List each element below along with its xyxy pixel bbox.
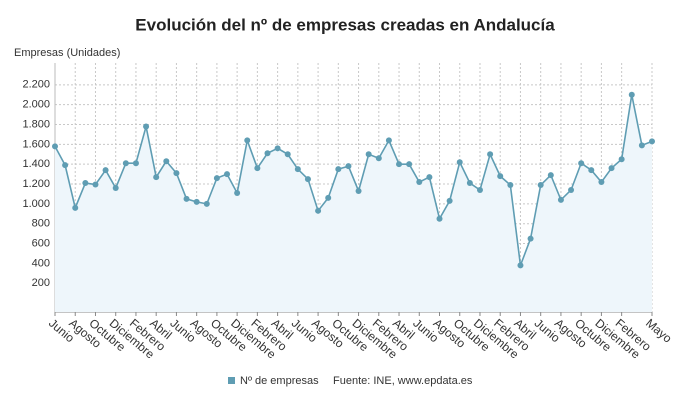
marker xyxy=(325,194,332,201)
marker xyxy=(102,167,109,174)
legend-label: Nº de empresas xyxy=(240,375,319,387)
marker xyxy=(72,204,79,211)
marker xyxy=(355,187,362,194)
marker xyxy=(385,137,392,144)
marker xyxy=(628,91,635,98)
marker xyxy=(608,165,615,172)
y-axis-label: Empresas (Unidades) xyxy=(14,47,120,59)
marker xyxy=(62,162,69,169)
marker xyxy=(456,159,463,166)
marker xyxy=(649,138,655,145)
marker xyxy=(406,161,413,168)
marker xyxy=(122,160,129,167)
marker xyxy=(416,179,423,186)
marker xyxy=(203,200,210,207)
marker xyxy=(173,170,180,177)
marker xyxy=(264,150,271,157)
marker xyxy=(213,175,220,182)
area xyxy=(55,94,652,312)
marker xyxy=(132,160,139,167)
y-tick-label: 1.800 xyxy=(22,118,50,130)
marker xyxy=(396,161,403,168)
marker xyxy=(294,166,301,173)
marker xyxy=(163,158,170,165)
marker xyxy=(375,155,382,162)
marker xyxy=(284,151,291,158)
marker xyxy=(547,172,554,179)
y-tick-label: 600 xyxy=(32,237,50,249)
marker xyxy=(497,173,504,180)
chart-title: Evolución del nº de empresas creadas en … xyxy=(135,15,555,34)
marker xyxy=(183,195,190,202)
marker xyxy=(426,174,433,181)
marker xyxy=(52,143,58,150)
marker xyxy=(335,166,342,173)
marker xyxy=(234,189,241,196)
marker xyxy=(557,196,564,203)
y-tick-label: 800 xyxy=(32,218,50,230)
legend-swatch xyxy=(228,377,235,384)
marker xyxy=(487,151,494,158)
marker xyxy=(82,180,89,187)
marker xyxy=(254,165,261,172)
marker xyxy=(436,215,443,222)
marker xyxy=(527,235,534,242)
y-tick-label: 1.400 xyxy=(22,158,50,170)
marker xyxy=(446,197,453,204)
marker xyxy=(618,156,625,163)
marker xyxy=(598,179,605,186)
marker xyxy=(315,207,322,214)
marker xyxy=(588,167,595,174)
line xyxy=(54,94,653,266)
marker xyxy=(476,186,483,193)
marker xyxy=(568,186,575,193)
y-tick-label: 2.200 xyxy=(22,79,50,91)
marker xyxy=(224,171,231,178)
y-tick-label: 1.200 xyxy=(22,178,50,190)
marker xyxy=(517,262,524,269)
marker xyxy=(143,123,150,130)
marker xyxy=(345,163,352,170)
marker xyxy=(537,182,544,189)
marker xyxy=(274,145,281,152)
marker xyxy=(365,151,372,158)
y-tick-label: 200 xyxy=(32,277,50,289)
marker xyxy=(153,174,160,181)
marker xyxy=(466,180,473,187)
y-tick-label: 1.000 xyxy=(22,198,50,210)
marker xyxy=(112,184,119,191)
marker xyxy=(578,160,585,167)
y-tick-label: 1.600 xyxy=(22,138,50,150)
marker xyxy=(92,181,99,188)
y-tick-label: 2.000 xyxy=(22,99,50,111)
marker xyxy=(244,137,251,144)
marker xyxy=(193,198,200,205)
marker xyxy=(304,176,311,183)
marker xyxy=(507,182,514,189)
y-tick-label: 400 xyxy=(32,257,50,269)
marker xyxy=(638,142,645,149)
source: Fuente: INE, www.epdata.es xyxy=(333,375,473,387)
